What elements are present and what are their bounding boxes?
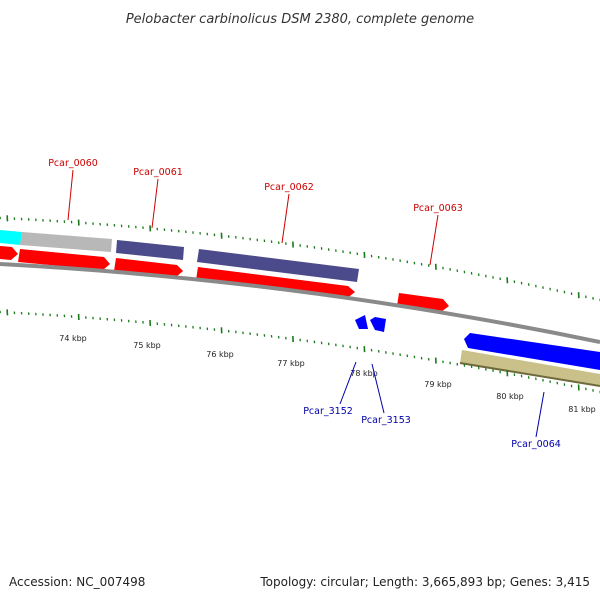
- leader-line: [429, 214, 439, 266]
- cds-arrow-0062[interactable]: [196, 267, 355, 299]
- gene-labels: Pcar_0060 Pcar_0061 Pcar_0062 Pcar_0063 Pcar…: [48, 158, 561, 450]
- scale-label: 79 kbp: [424, 380, 452, 389]
- outer-tick-ring: [0, 215, 600, 302]
- cds-arrow-3152[interactable]: [355, 315, 368, 329]
- leader-line: [339, 361, 357, 405]
- gene-label-g64[interactable]: Pcar_0064: [511, 439, 561, 450]
- leader-line: [67, 169, 74, 221]
- cds-arrow-0059[interactable]: [0, 246, 18, 260]
- leader-line: [281, 193, 290, 244]
- cds-arrow-3153[interactable]: [370, 317, 386, 332]
- leader-line: [371, 363, 385, 414]
- scale-label: 75 kbp: [133, 341, 161, 350]
- purple-feature-0061[interactable]: [116, 240, 184, 260]
- scale-label: 80 kbp: [496, 392, 524, 401]
- cds-arrow-0064[interactable]: [464, 333, 600, 370]
- map-title: Pelobacter carbinolicus DSM 2380, comple…: [126, 12, 474, 27]
- grey-feature[interactable]: [20, 232, 112, 252]
- gene-label-g62[interactable]: Pcar_0062: [264, 182, 314, 193]
- gene-label-g3153[interactable]: Pcar_3153: [361, 415, 411, 426]
- outer-feature-track: [0, 230, 359, 282]
- scale-label: 77 kbp: [277, 359, 305, 368]
- gene-label-g60[interactable]: Pcar_0060: [48, 158, 98, 169]
- leader-line: [151, 178, 159, 229]
- scale-labels: 74 kbp 75 kbp 76 kbp 77 kbp 78 kbp 79 kbp 80 k…: [59, 334, 596, 414]
- gene-label-g63[interactable]: Pcar_0063: [413, 203, 463, 214]
- cyan-feature[interactable]: [0, 230, 22, 245]
- scale-label: 76 kbp: [206, 350, 234, 359]
- scale-label: 81 kbp: [568, 405, 596, 414]
- genome-backbone: [0, 262, 600, 344]
- gene-label-g3152[interactable]: Pcar_3152: [303, 406, 353, 417]
- gene-label-g61[interactable]: Pcar_0061: [133, 167, 183, 178]
- scale-label: 74 kbp: [59, 334, 87, 343]
- khaki-feature-edge: [459, 362, 600, 387]
- leader-line: [535, 391, 545, 438]
- genome-summary-text: Topology: circular; Length: 3,665,893 bp…: [259, 575, 590, 589]
- cds-arrow-0060[interactable]: [18, 249, 110, 270]
- purple-feature-0062[interactable]: [197, 249, 359, 282]
- accession-text: Accession: NC_007498: [9, 575, 145, 589]
- scale-label: 78 kbp: [350, 369, 378, 378]
- inner-tick-ring: [0, 309, 600, 394]
- khaki-feature-0064[interactable]: [460, 350, 600, 386]
- reverse-feature-track: [355, 315, 600, 387]
